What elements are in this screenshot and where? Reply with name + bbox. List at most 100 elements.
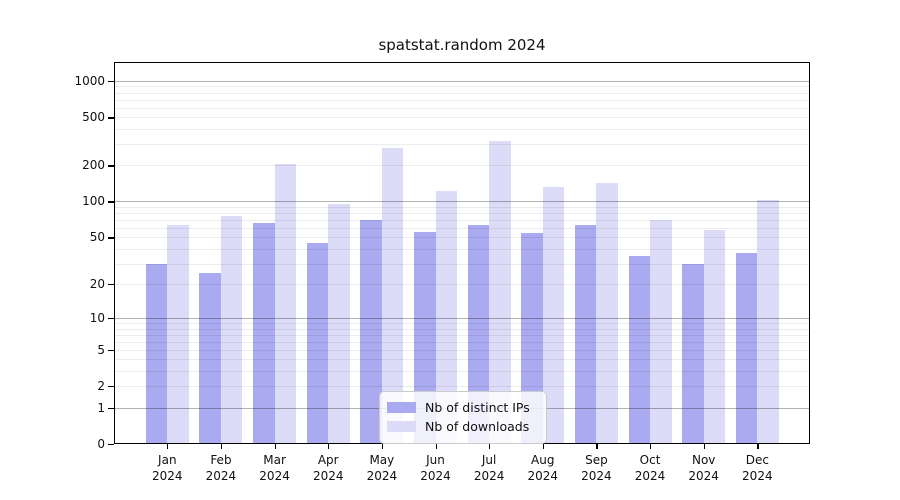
y-tick-label: 10 [89,310,105,325]
bar-downloads-may [381,148,404,444]
bar-distinct-ips-jan [145,263,168,444]
bar-distinct-ips-mar [253,223,275,444]
gridline-minor [114,237,810,239]
x-axis-tick [220,444,223,449]
x-axis-tick [167,444,169,449]
gridline-minor [114,341,810,343]
y-axis-tick [108,386,114,388]
gridline-major [114,201,810,203]
gridline-minor [114,86,810,88]
gridline-minor [114,386,810,388]
x-tick-label: Jul 2024 [473,453,505,483]
gridline-minor [114,349,810,351]
bar-distinct-ips-nov [682,263,704,444]
gridline-minor [114,117,810,119]
y-tick-label: 1 [97,400,105,415]
y-tick-label: 500 [82,110,105,125]
gridline-minor [114,206,810,208]
legend-item-downloads: Nb of downloads [387,418,536,435]
x-tick-label: Jun 2024 [420,453,451,483]
x-axis-tick [542,444,544,449]
y-axis-tick [108,349,114,352]
x-axis-tick [757,444,759,449]
bar-distinct-ips-apr [306,242,329,444]
gridline-minor [114,99,810,101]
gridline-minor [114,165,810,167]
y-axis-tick [108,284,114,286]
y-tick-label: 2 [97,379,105,394]
x-axis-tick [650,444,652,449]
legend-label-distinct-ips: Nb of distinct IPs [425,400,530,415]
gridline-minor [114,263,810,265]
y-tick-label: 200 [82,158,105,173]
legend-swatch-downloads [387,421,416,432]
bar-downloads-feb [220,216,243,444]
x-axis-tick [703,444,705,449]
y-axis: 0 1 2 5 10 20 50 100 200 500 1000 [0,62,105,451]
gridline-minor [114,213,810,215]
x-tick-label: Jan 2024 [152,453,183,483]
y-tick-label: 100 [82,194,105,209]
plot-area [114,62,810,444]
x-tick-label: Feb 2024 [205,453,237,483]
y-axis-tick [108,444,114,446]
bar-downloads-jan [167,225,189,444]
gridline-major [114,80,810,82]
bar-distinct-ips-oct [628,255,651,444]
x-axis-tick [274,444,276,449]
x-tick-label: Mar 2024 [259,453,290,483]
y-tick-label: 5 [97,342,105,357]
y-tick-label: 1000 [74,73,105,88]
bar-distinct-ips-jul [467,225,490,444]
x-tick-label: Nov 2024 [688,453,719,483]
bar-distinct-ips-dec [735,252,758,444]
bar-downloads-dec [757,199,779,444]
bar-downloads-oct [650,220,672,444]
bar-distinct-ips-feb [199,272,221,444]
x-tick-label: Apr 2024 [312,453,344,483]
x-tick-label: Dec 2024 [742,453,773,483]
gridline-minor [114,359,810,361]
gridline-major [114,317,810,319]
gridline-minor [114,284,810,286]
y-axis-tick [108,165,114,167]
y-axis-tick [108,317,114,320]
x-tick-label: Oct 2024 [634,453,666,483]
gridline-minor [114,129,810,131]
x-tick-label: Aug 2024 [527,453,559,483]
y-axis-tick [108,201,114,203]
legend-swatch-distinct-ips [387,402,416,413]
bar-downloads-nov [703,229,726,444]
y-axis-tick [108,407,114,409]
bar-distinct-ips-sep [574,224,597,444]
gridline-minor [114,144,810,146]
gridline-minor [114,92,810,94]
x-axis: Jan 2024 Feb 2024 Mar 2024 Apr 2024 May 2024 Jun 20… [114,444,810,500]
gridline-minor [114,220,810,221]
bar-downloads-apr [328,204,350,444]
bar-downloads-jun [435,191,457,444]
bar-downloads-sep [596,182,618,444]
gridline-minor [114,227,810,229]
gridline-minor [114,248,810,250]
legend: Nb of distinct IPs Nb of downloads [379,391,547,444]
x-axis-tick [435,444,437,449]
bar-downloads-jul [489,140,511,444]
gridline-minor [114,371,810,373]
bar-downloads-mar [274,163,297,444]
gridline-minor [114,107,810,109]
y-axis-tick [108,80,114,83]
x-axis-tick [328,444,330,449]
x-axis-tick [596,444,598,449]
x-tick-label: Sep 2024 [581,453,612,483]
x-axis-tick [489,444,491,449]
y-tick-label: 20 [89,277,105,292]
y-axis-tick [108,237,114,239]
legend-label-downloads: Nb of downloads [425,419,530,434]
y-tick-label: 0 [97,437,105,451]
bar-distinct-ips-may [360,220,382,444]
gridline-minor [114,328,810,330]
gridline-minor [114,334,810,336]
x-tick-label: May 2024 [366,453,398,483]
